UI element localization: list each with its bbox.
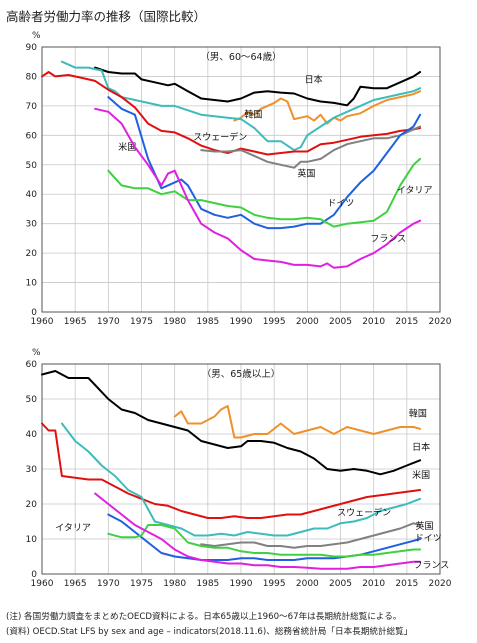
x-tick-label: 2015 [395,579,418,589]
notes: (注) 各国労働力調査をまとめたOECD資料による。日本65歳以上1960〜67… [6,610,412,640]
series-line [41,71,422,156]
series-line [94,492,422,570]
x-tick-label: 2010 [362,579,385,589]
series-label: 韓国 [244,110,262,121]
y-tick-label: 0 [31,570,37,580]
y-tick-label: 30 [26,465,38,475]
series-label: イタリア [55,522,91,533]
x-tick-label: 1980 [163,317,186,324]
series-line [107,524,422,558]
x-tick-label: 1970 [97,579,120,589]
series-line [107,96,422,230]
series-line [60,60,422,152]
chart-title: （男、65歳以上） [202,368,281,380]
x-tick-label: 1990 [230,579,253,589]
x-tick-label: 2005 [329,579,352,589]
x-tick-label: 1960 [31,579,54,589]
series-label: ドイツ [327,199,354,209]
y-tick-label: 60 [26,131,38,141]
chart-male-60-64: 0 10 20 30 40 50 60 70 80 90 1960 1965 1970 1975 1980 1… [26,31,452,324]
y-tick-label: 80 [26,72,38,82]
y-tick-label: 10 [26,279,38,289]
series-label: ドイツ [415,534,442,544]
series-label: スウェーデン [337,507,391,519]
series-label: フランス [413,560,449,571]
y-tick-label: 20 [26,500,38,510]
series-line [173,405,422,439]
x-tick-label: 1985 [196,579,219,589]
series-line [233,90,422,125]
chart-male-65-plus: 0 10 20 30 40 50 60 1960 1965 1970 1975 1980 1985 199… [26,348,452,589]
x-tick-label: 1965 [64,579,87,589]
y-tick-label: 10 [26,535,38,545]
chart-title: （男、60〜64歳） [200,51,281,63]
x-tick-label: 1970 [97,317,120,324]
series-label: 韓国 [409,409,427,420]
source-line: (資料) OECD.Stat LFS by sex and age – indi… [6,627,413,637]
x-tick-label: 2015 [395,317,418,324]
series-line [94,66,422,107]
series-label: イタリア [397,185,433,196]
plot-frame [41,363,441,575]
y-tick-label: 0 [31,308,37,318]
x-tick-label: 2010 [362,317,385,324]
x-tick-label: 1965 [64,317,87,324]
series-label: 日本 [305,73,323,85]
y-unit-label: % [32,348,41,358]
plot-frame [41,46,441,313]
x-tick-label: 1995 [263,579,286,589]
x-tick-label: 2005 [329,317,352,324]
series-line [41,370,422,476]
y-unit-label: % [32,31,41,41]
y-tick-label: 70 [26,102,38,112]
y-tick-label: 60 [26,360,38,370]
x-tick-label: 1975 [130,317,153,324]
y-tick-label: 20 [26,249,38,259]
x-tick-label: 1980 [163,579,186,589]
series-line [200,522,422,549]
x-tick-label: 2020 [429,579,452,589]
series-label: フランス [370,233,406,244]
x-tick-label: 1990 [230,317,253,324]
x-tick-label: 1960 [31,317,54,324]
y-tick-label: 40 [26,190,38,200]
x-tick-label: 2000 [296,579,319,589]
series-line [94,107,422,269]
series-line [200,125,422,169]
y-tick-label: 90 [26,43,38,53]
series-label: 米国 [118,141,136,153]
x-tick-label: 1975 [130,579,153,589]
y-tick-label: 40 [26,430,38,440]
series-label: 英国 [297,168,315,180]
y-tick-label: 50 [26,161,38,171]
note-line: (注) 各国労働力調査をまとめたOECD資料による。日本65歳以上1960〜67… [6,612,402,622]
series-label: 日本 [412,441,430,453]
series-line [107,513,422,561]
page-title: 高齢者労働力率の推移（国際比較） [6,9,207,24]
series-label: 英国 [415,520,433,532]
series-label: スウェーデン [193,131,247,143]
y-tick-label: 30 [26,220,38,230]
y-tick-label: 50 [26,395,38,405]
x-tick-label: 2020 [429,317,452,324]
series-line [107,157,422,228]
series-line [41,422,422,519]
x-tick-label: 2000 [296,317,319,324]
series-line [60,422,422,537]
x-tick-label: 1995 [263,317,286,324]
series-label: 米国 [412,469,430,481]
x-tick-label: 1985 [196,317,219,324]
